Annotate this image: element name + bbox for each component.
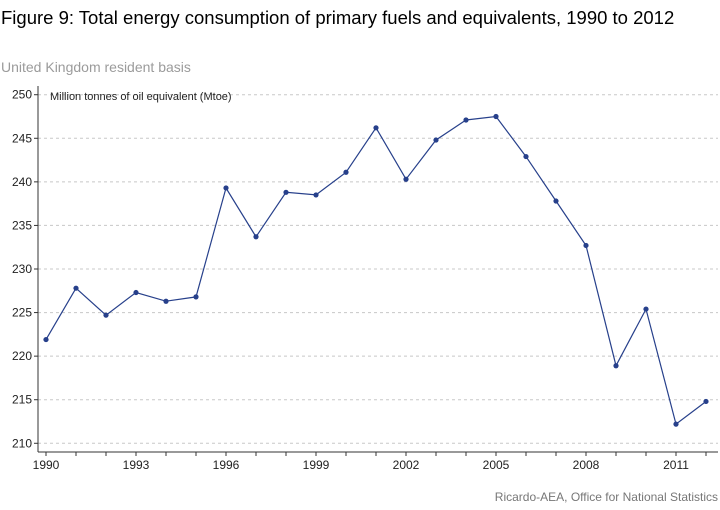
x-tick-label: 2011 <box>663 458 689 472</box>
data-point <box>673 421 679 427</box>
x-tick-label: 2005 <box>483 458 510 472</box>
y-tick-label: 245 <box>12 131 32 145</box>
grid-lines <box>38 94 718 444</box>
data-point <box>463 117 469 123</box>
y-tick-label: 220 <box>12 349 32 363</box>
chart-title: Figure 9: Total energy consumption of pr… <box>1 7 675 28</box>
data-point <box>133 289 139 296</box>
series-group <box>43 113 709 427</box>
data-point <box>223 185 229 191</box>
data-point <box>103 312 109 318</box>
x-tick-label: 1993 <box>123 458 150 472</box>
y-tick-label: 210 <box>12 436 32 450</box>
data-point <box>343 169 349 175</box>
y-tick-label: 215 <box>12 393 32 407</box>
data-point <box>403 176 409 182</box>
x-tick-label: 1990 <box>33 458 60 472</box>
data-point <box>313 192 319 198</box>
data-point <box>703 398 709 405</box>
data-point <box>73 285 79 291</box>
series-line <box>45 115 707 426</box>
x-tick-label: 2002 <box>393 458 420 472</box>
data-point <box>433 137 439 143</box>
y-tick-label: 240 <box>12 175 32 189</box>
source-note: Ricardo-AEA, Office for National Statist… <box>494 490 718 504</box>
y-axis-unit-label: Million tonnes of oil equivalent (Mtoe) <box>50 91 232 103</box>
data-point <box>583 242 589 249</box>
data-point <box>493 113 499 120</box>
data-point <box>193 294 199 300</box>
x-tick-label: 1996 <box>213 458 240 472</box>
data-point <box>523 153 529 160</box>
y-axis: 210 215 220 225 230 235 240 245 250 <box>12 86 39 452</box>
x-tick-label: 1999 <box>303 458 330 472</box>
data-point <box>283 189 289 195</box>
chart-subtitle: United Kingdom resident basis <box>1 59 191 75</box>
x-tick-label: 2008 <box>573 458 600 472</box>
x-axis: 1990 1993 1996 1999 2002 2005 2008 2011 <box>33 451 718 472</box>
data-point <box>163 298 169 304</box>
data-point <box>43 336 49 343</box>
data-point <box>373 125 379 131</box>
data-point <box>553 198 559 204</box>
data-point <box>613 363 619 369</box>
data-point <box>643 306 649 312</box>
y-tick-label: 235 <box>12 218 32 232</box>
y-tick-label: 230 <box>12 262 32 276</box>
y-tick-label: 250 <box>12 88 32 102</box>
y-tick-label: 225 <box>12 306 32 320</box>
data-point <box>253 234 259 240</box>
